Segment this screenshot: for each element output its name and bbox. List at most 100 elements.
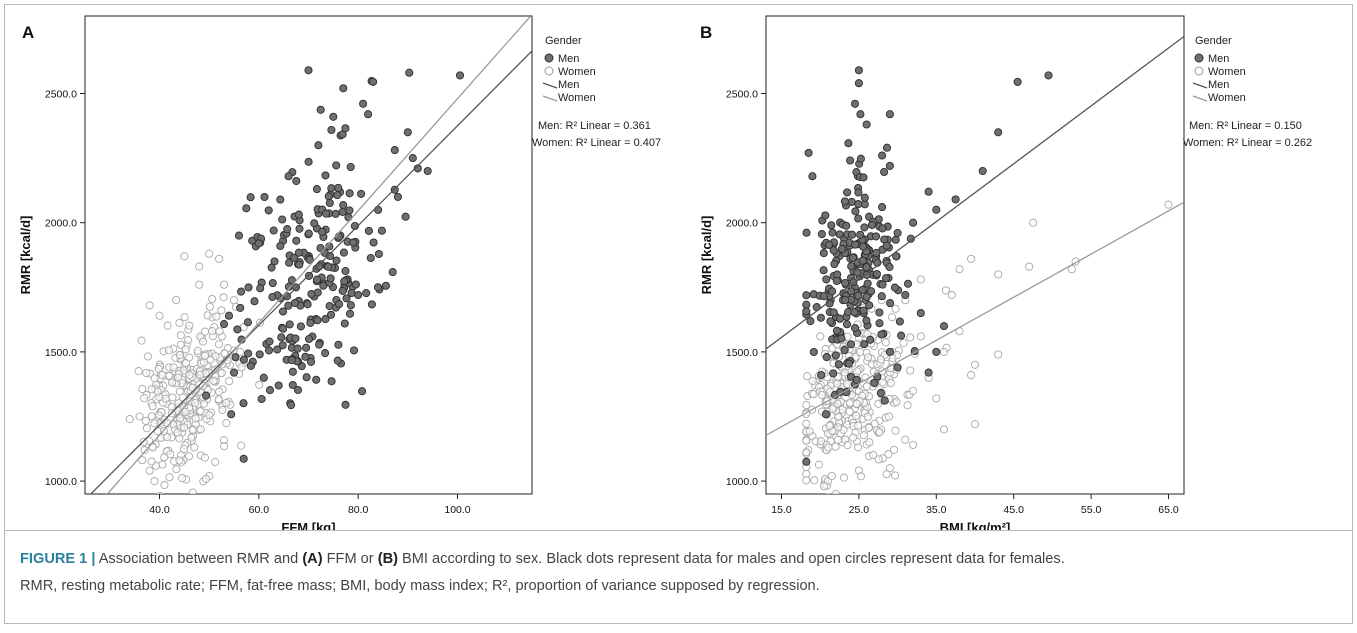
- women-point: [849, 433, 858, 442]
- men-point: [315, 340, 324, 349]
- points-layer: [89, 16, 532, 494]
- men-point: [842, 221, 851, 230]
- women-point: [154, 411, 163, 420]
- women-point: [939, 425, 949, 434]
- men-point: [403, 128, 412, 137]
- men-point: [806, 317, 815, 326]
- men-point: [832, 276, 841, 286]
- women-point: [158, 370, 167, 380]
- men-point: [246, 193, 255, 202]
- men-point: [277, 333, 286, 342]
- women-point: [229, 296, 239, 305]
- men-point: [821, 410, 830, 419]
- men-point: [840, 346, 849, 355]
- women-point: [203, 311, 212, 320]
- men-point: [867, 220, 877, 230]
- men-point: [875, 308, 884, 317]
- women-point: [1164, 200, 1173, 209]
- men-point: [821, 211, 830, 220]
- women-point: [163, 321, 172, 330]
- men-point: [878, 203, 887, 212]
- men-point: [895, 317, 904, 326]
- men-point: [313, 316, 322, 325]
- men-point: [265, 337, 274, 346]
- women-point: [825, 421, 834, 430]
- men-point: [859, 173, 868, 182]
- men-point: [283, 225, 292, 234]
- men-point: [364, 226, 373, 235]
- women-point: [885, 464, 894, 473]
- men-point: [878, 151, 887, 160]
- legend-title: Gender: [1195, 35, 1232, 47]
- men-point: [269, 226, 278, 235]
- women-point: [909, 440, 918, 449]
- women-point: [875, 427, 884, 437]
- men-point: [316, 105, 325, 114]
- men-point: [854, 66, 863, 75]
- men-point: [273, 345, 282, 354]
- men-point: [345, 309, 355, 318]
- women-point: [137, 336, 146, 345]
- men-point: [862, 292, 871, 301]
- men-fit-line: [766, 35, 1184, 350]
- men-point: [346, 301, 355, 310]
- y-tick-label: 1500.0: [726, 347, 758, 359]
- men-point: [882, 241, 891, 250]
- men-point: [259, 373, 268, 382]
- x-tick-label: 60.0: [249, 504, 270, 516]
- women-point: [145, 301, 154, 310]
- women-point: [220, 349, 229, 358]
- men-point: [860, 193, 869, 202]
- caption-line-1: FIGURE 1 | Association between RMR and (…: [20, 546, 1340, 573]
- men-point: [321, 209, 331, 218]
- women-point: [891, 471, 900, 480]
- men-point: [455, 71, 465, 80]
- men-point: [284, 301, 293, 310]
- x-tick-label: 35.0: [926, 504, 947, 516]
- men-point: [314, 141, 323, 150]
- men-point: [267, 263, 276, 272]
- men-point: [304, 66, 313, 75]
- women-point: [143, 352, 152, 361]
- women-point: [854, 443, 863, 452]
- men-point: [802, 291, 811, 300]
- men-point: [304, 157, 313, 166]
- women-point: [884, 450, 893, 459]
- men-point: [268, 279, 277, 288]
- women-point: [828, 404, 837, 413]
- women-point: [166, 450, 175, 459]
- women-point: [955, 265, 964, 274]
- women-point: [201, 474, 211, 483]
- men-point: [846, 340, 856, 349]
- men-point: [234, 231, 244, 240]
- women-point: [176, 414, 185, 423]
- men-point: [292, 176, 301, 186]
- men-point: [909, 218, 918, 227]
- women-point: [125, 415, 134, 424]
- men-point: [304, 334, 314, 344]
- women-point: [155, 311, 164, 320]
- men-point: [880, 167, 889, 177]
- men-point: [305, 255, 314, 264]
- men-point: [364, 110, 373, 119]
- women-fit-line: [106, 16, 532, 494]
- men-point: [816, 313, 825, 322]
- annotation-men-r2: Men: R² Linear = 0.150: [1189, 120, 1302, 132]
- men-fit-line: [89, 50, 532, 494]
- men-point: [844, 139, 853, 148]
- women-point: [220, 442, 229, 451]
- x-axis-title: FFM [kg]: [281, 520, 335, 530]
- men-point: [832, 326, 841, 335]
- annotation-men-r2: Men: R² Linear = 0.361: [538, 120, 651, 132]
- men-point: [850, 308, 859, 317]
- men-point: [295, 224, 304, 233]
- men-point: [828, 287, 837, 296]
- x-tick-label: 45.0: [1003, 504, 1024, 516]
- men-point: [401, 212, 410, 221]
- women-point: [814, 460, 823, 469]
- women-point: [802, 419, 811, 428]
- x-tick-label: 15.0: [771, 504, 792, 516]
- women-point: [225, 377, 234, 386]
- women-point: [175, 351, 184, 360]
- women-point: [184, 336, 193, 345]
